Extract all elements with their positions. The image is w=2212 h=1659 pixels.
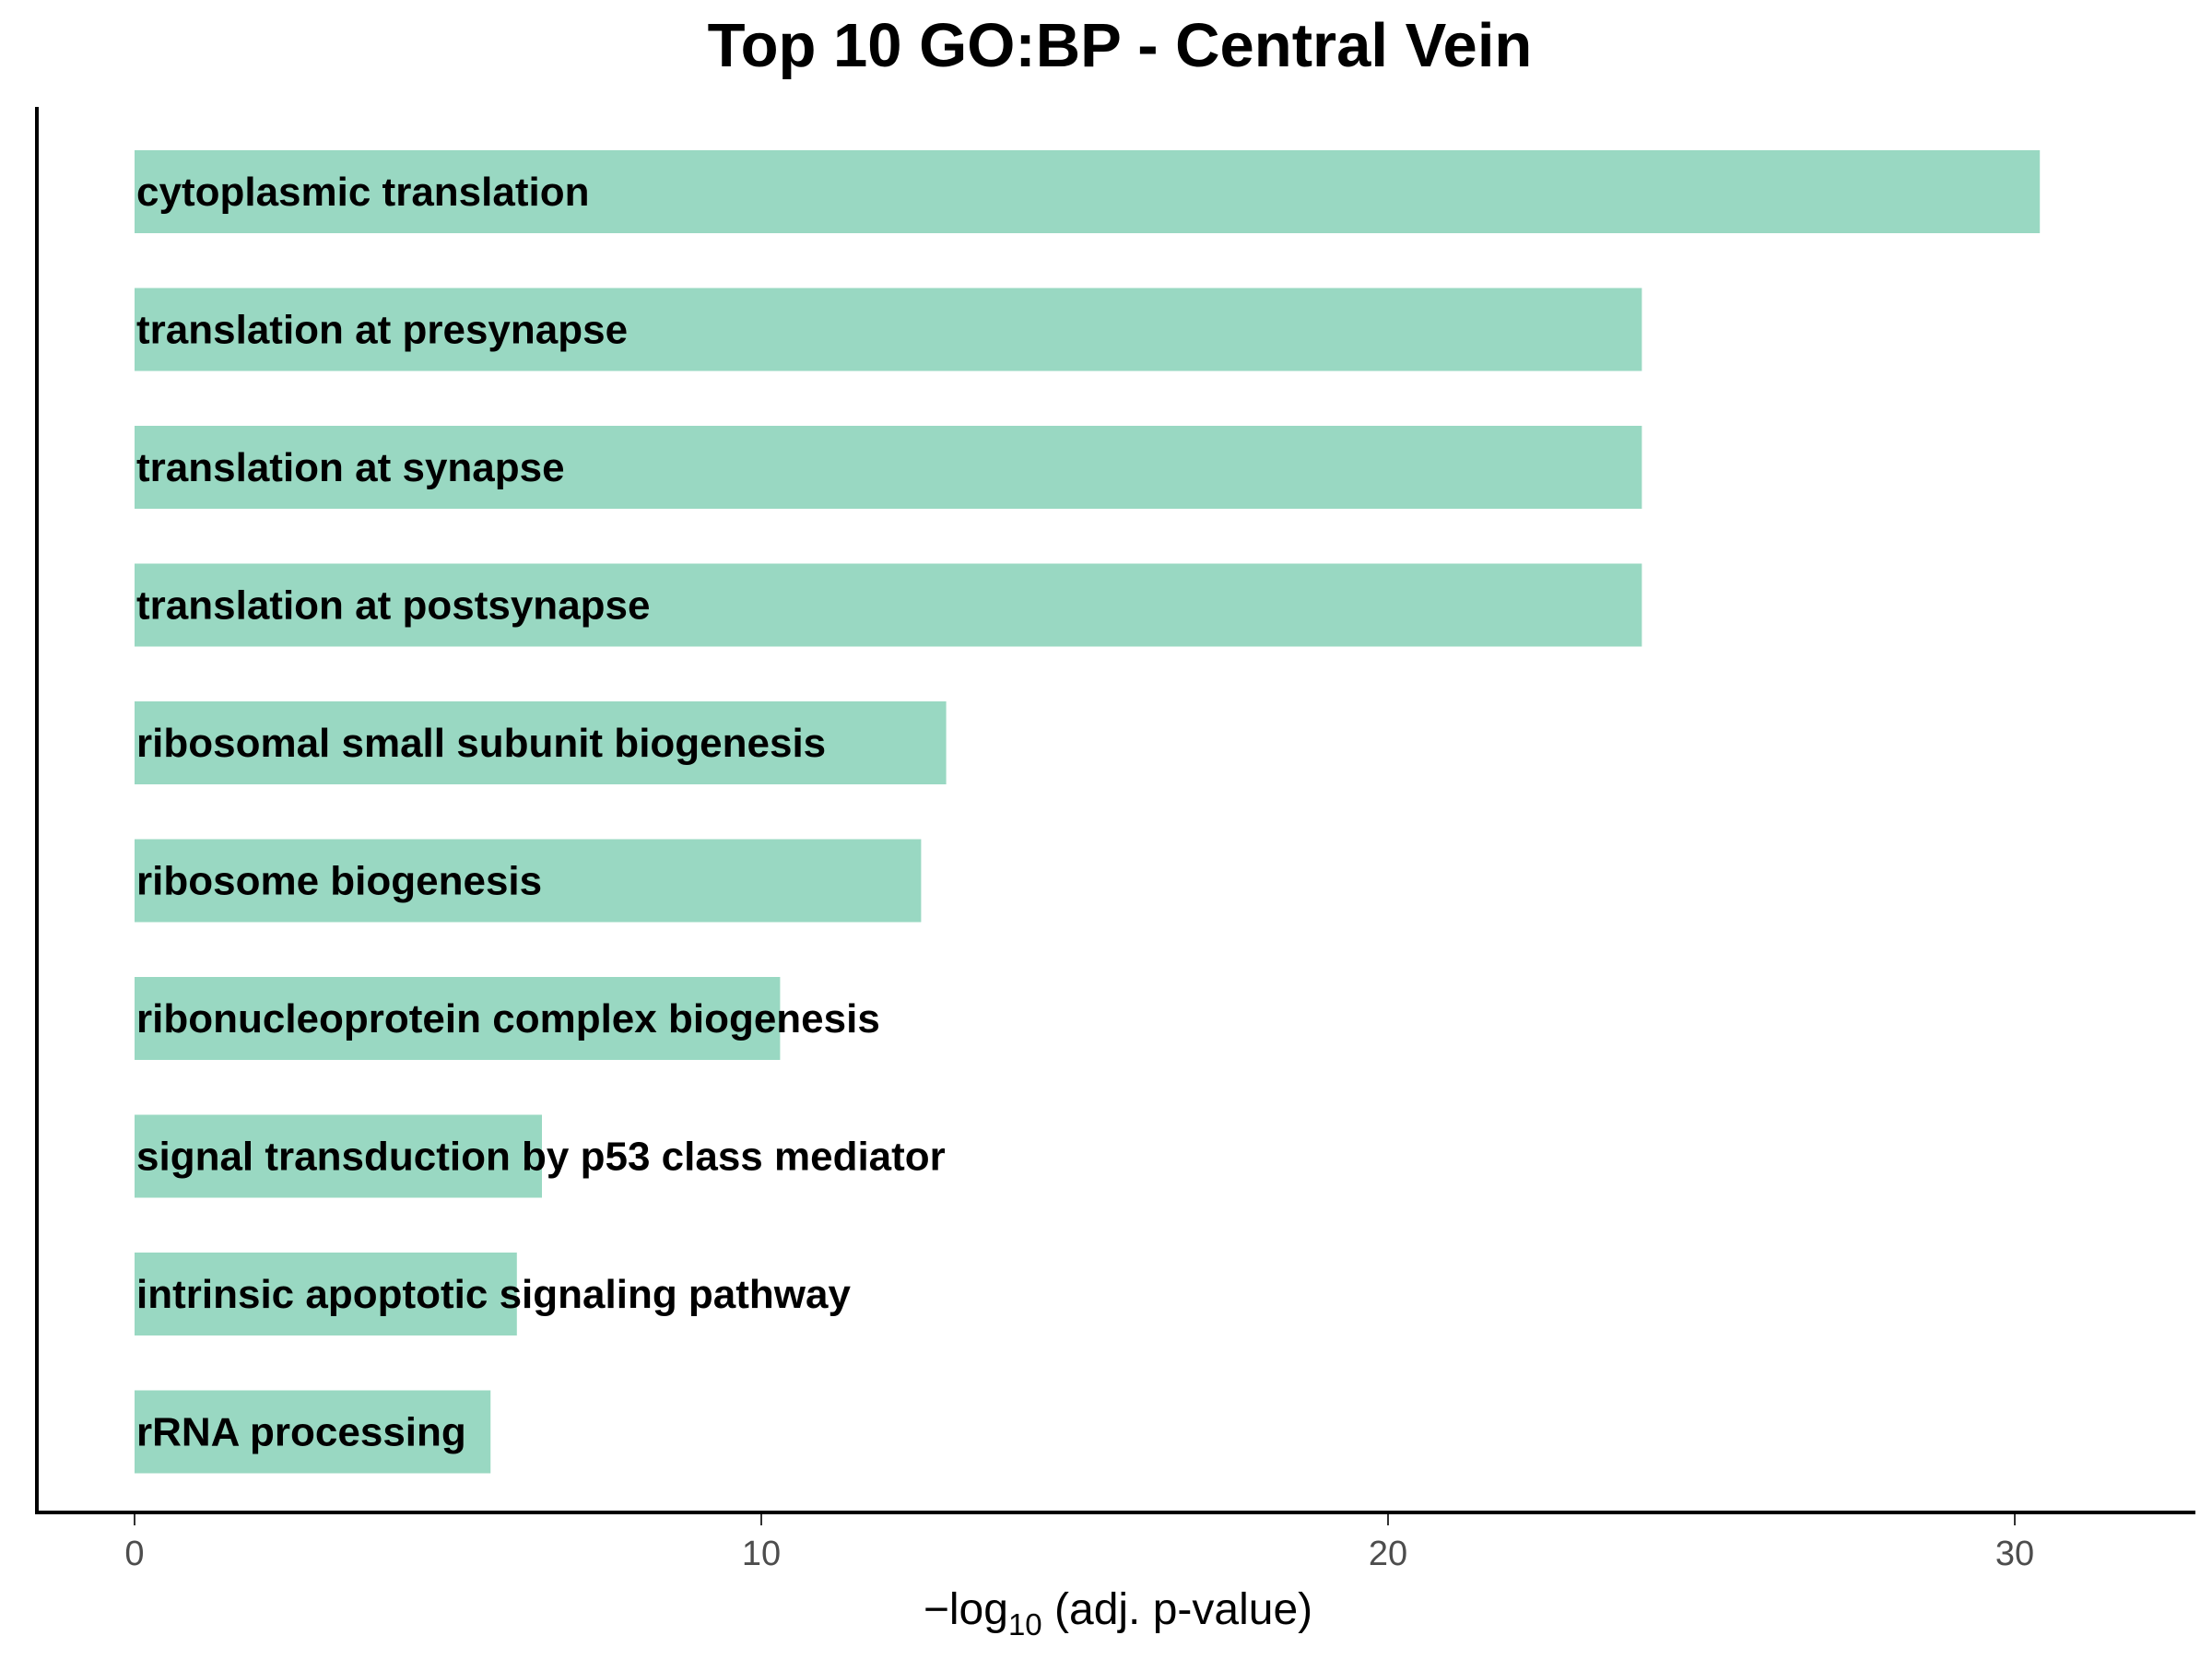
bar [135, 150, 2041, 233]
x-axis-label-prefix: −log [924, 1585, 1008, 1634]
bar [135, 288, 1642, 371]
bar [135, 977, 781, 1060]
bar-label: signal transduction by p53 class mediato… [136, 1135, 946, 1180]
bar-label: rRNA processing [136, 1410, 466, 1455]
bar-label: ribonucleoprotein complex biogenesis [136, 996, 880, 1041]
bar-label: translation at presynapse [136, 308, 628, 353]
x-tick-label: 10 [742, 1535, 781, 1573]
x-axis-label: −log10 (adj. p-value) [924, 1585, 1312, 1641]
bar-label: ribosome biogenesis [136, 859, 542, 904]
bars-layer [135, 150, 2041, 1474]
x-axis-label-subscript: 10 [1008, 1607, 1042, 1641]
x-tick-label: 0 [124, 1535, 144, 1573]
bar-label: intrinsic apoptotic signaling pathway [136, 1272, 851, 1317]
x-axis-ticks: 0 10 20 30 [124, 1514, 2034, 1573]
bar-label: ribosomal small subunit biogenesis [136, 721, 826, 766]
bar [135, 563, 1642, 647]
bar-labels-layer: cytoplasmic translation translation at pr… [136, 170, 946, 1455]
bar [135, 839, 922, 923]
x-tick-label: 20 [1369, 1535, 1407, 1573]
x-tick-label: 30 [1995, 1535, 2034, 1573]
x-axis-label-suffix: (adj. p-value) [1042, 1585, 1312, 1634]
chart-title: Top 10 GO:BP - Central Vein [708, 11, 1533, 80]
bar-label: translation at synapse [136, 445, 565, 490]
bar [135, 1253, 517, 1335]
bar-label: cytoplasmic translation [136, 170, 589, 215]
bar-label: translation at postsynapse [136, 583, 650, 629]
bar [135, 426, 1642, 509]
bar [135, 1114, 542, 1198]
bar [135, 701, 947, 784]
bar [135, 1390, 491, 1474]
